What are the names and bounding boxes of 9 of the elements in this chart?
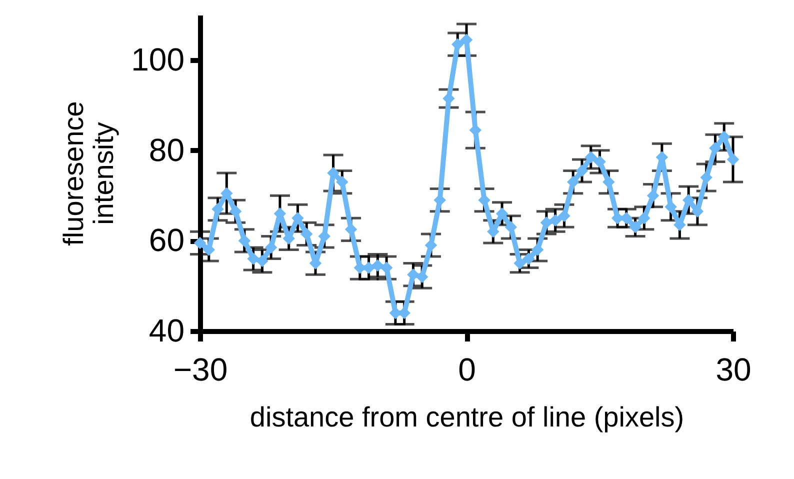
x-tick-label: 30 <box>716 352 752 388</box>
x-tick-label: −30 <box>173 352 228 388</box>
y-tick-label: 100 <box>131 42 184 78</box>
x-tick-label: 0 <box>458 352 476 388</box>
y-axis-title: fluoresence intensity <box>58 101 120 246</box>
x-axis-title: distance from centre of line (pixels) <box>250 402 684 432</box>
y-tick-label: 60 <box>148 222 184 258</box>
y-tick-label: 80 <box>148 132 184 168</box>
y-tick-label: 40 <box>148 312 184 348</box>
